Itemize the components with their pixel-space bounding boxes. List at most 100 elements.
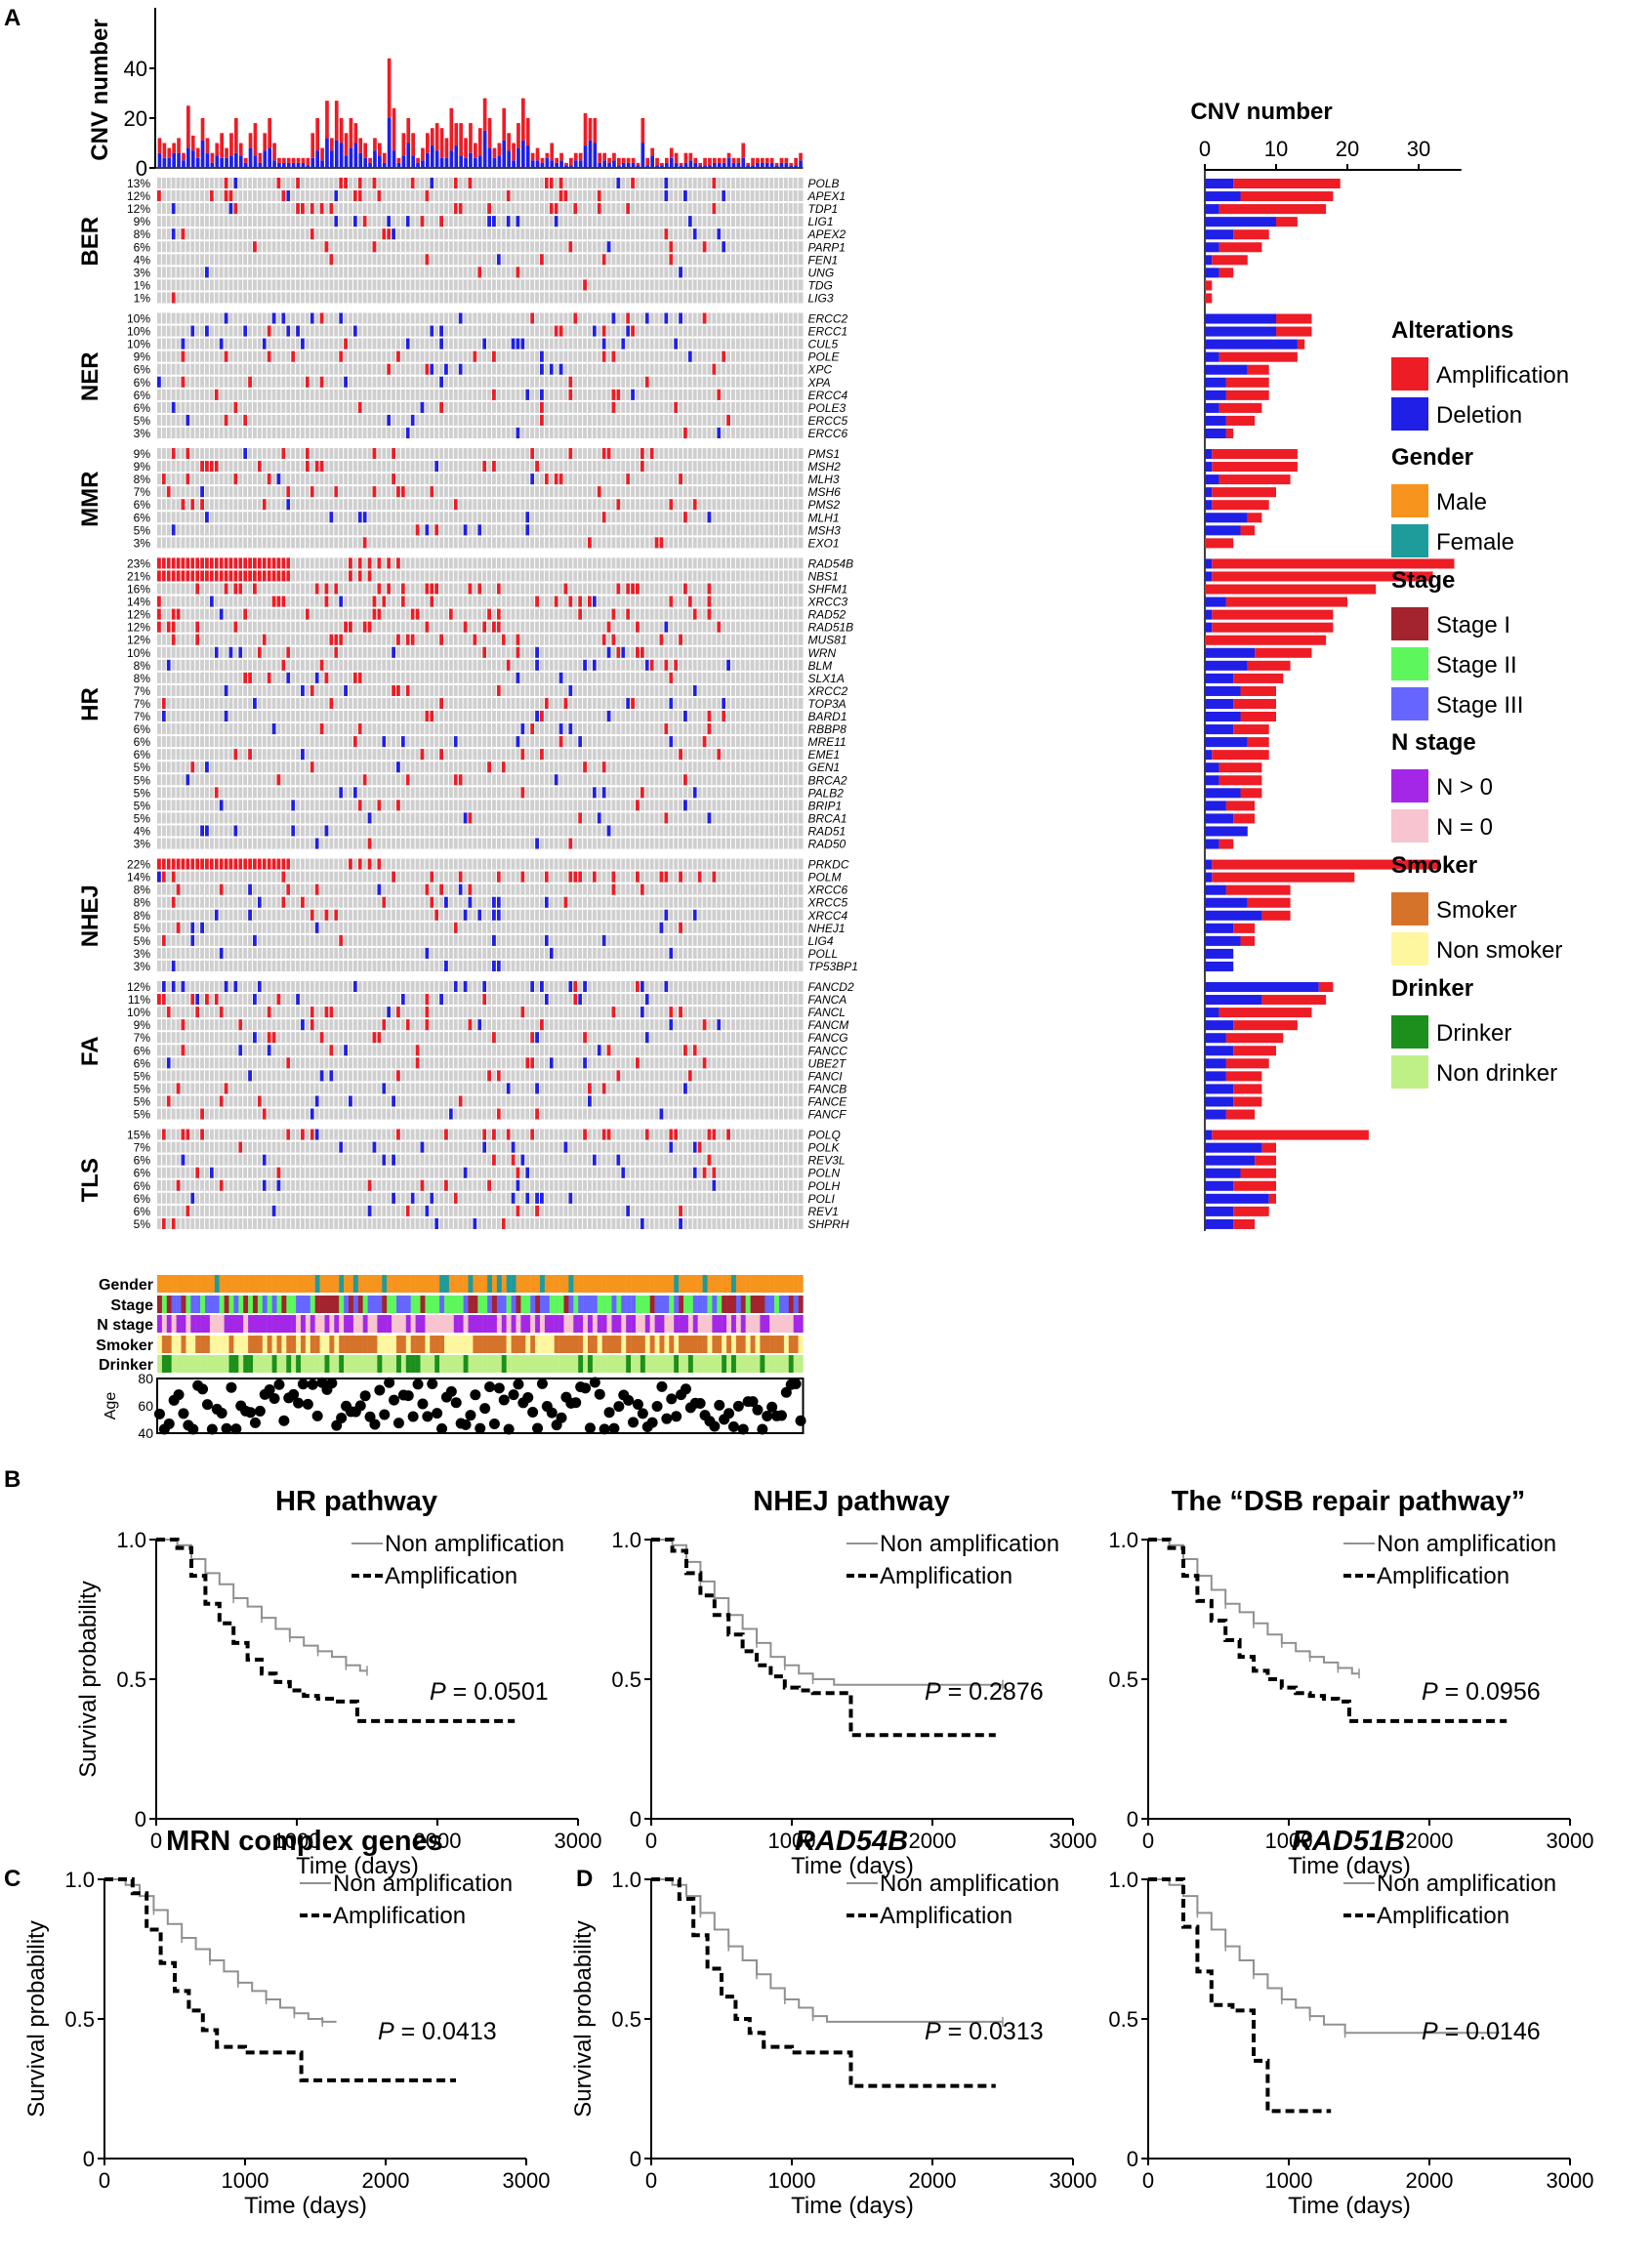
gene-name-label: XRCC4 bbox=[807, 909, 848, 923]
annotation-cell bbox=[291, 1336, 297, 1353]
top-bar-amplification bbox=[789, 162, 794, 166]
annotation-cell bbox=[228, 1296, 234, 1313]
cell-amplification bbox=[606, 621, 611, 633]
annotation-cell bbox=[764, 1296, 770, 1313]
top-bar-amplification bbox=[339, 118, 344, 144]
cell-deletion bbox=[606, 825, 611, 837]
cell-amplification bbox=[324, 1007, 329, 1018]
annotation-cell bbox=[276, 1296, 282, 1313]
cell-amplification bbox=[568, 389, 573, 400]
age-dot bbox=[288, 1388, 300, 1400]
cell-amplification bbox=[535, 1205, 539, 1216]
cell-amplification bbox=[214, 994, 219, 1006]
cell-amplification bbox=[444, 1129, 448, 1140]
age-dot bbox=[594, 1388, 605, 1400]
annotation-cell bbox=[496, 1275, 502, 1293]
cell-amplification bbox=[200, 1108, 204, 1120]
grid-row-background bbox=[157, 608, 804, 620]
cell-deletion bbox=[463, 909, 468, 921]
cell-deletion bbox=[392, 1154, 395, 1166]
cell-deletion bbox=[301, 338, 305, 350]
annotation-cell bbox=[692, 1355, 698, 1373]
cell-amplification bbox=[482, 646, 487, 658]
cell-amplification bbox=[233, 583, 238, 595]
annotation-cell bbox=[267, 1275, 272, 1293]
annotation-cell bbox=[434, 1315, 440, 1333]
cell-deletion bbox=[482, 981, 487, 993]
cell-deletion bbox=[516, 216, 520, 227]
annotation-cell bbox=[697, 1336, 703, 1353]
annotation-cell bbox=[219, 1315, 225, 1333]
age-dot bbox=[359, 1390, 371, 1402]
cell-deletion bbox=[224, 981, 228, 993]
age-dot bbox=[503, 1423, 515, 1435]
top-bar-deletion bbox=[769, 162, 774, 168]
gene-name-label: ERCC6 bbox=[808, 427, 848, 440]
annotation-cell bbox=[415, 1296, 421, 1313]
annotation-cell bbox=[248, 1296, 254, 1313]
top-bar-amplification bbox=[650, 147, 654, 156]
legend-section-title: Stage bbox=[1391, 567, 1455, 594]
cell-deletion bbox=[606, 711, 611, 722]
annotation-cell bbox=[161, 1336, 167, 1353]
annotation-cell bbox=[262, 1355, 268, 1373]
top-bar-deletion bbox=[320, 160, 324, 168]
cell-amplification bbox=[281, 570, 286, 582]
cell-amplification bbox=[482, 1129, 487, 1140]
km-chart-panel-b-dsb: The “DSB repair pathway”0 1000 2000 300000.… bbox=[1108, 1486, 1593, 1879]
cell-deletion bbox=[262, 338, 267, 350]
top-bar-deletion bbox=[569, 165, 573, 168]
cell-amplification bbox=[573, 203, 578, 215]
cell-amplification bbox=[276, 570, 281, 582]
gene-alteration-percent: 10% bbox=[127, 325, 150, 339]
top-bar-deletion bbox=[731, 162, 736, 168]
top-bar-deletion bbox=[640, 143, 645, 168]
top-bar-deletion bbox=[306, 165, 310, 168]
gene-alteration-percent: 5% bbox=[134, 414, 151, 428]
annotation-cell bbox=[253, 1355, 259, 1373]
gene-alteration-percent: 6% bbox=[134, 1192, 151, 1206]
annotation-cell bbox=[372, 1296, 378, 1313]
cell-amplification bbox=[405, 1019, 410, 1031]
annotation-cell bbox=[516, 1275, 521, 1293]
cell-deletion bbox=[506, 1083, 511, 1094]
top-bar-deletion bbox=[210, 162, 215, 168]
cell-deletion bbox=[525, 1167, 530, 1178]
annotation-cell bbox=[722, 1296, 727, 1313]
km-curve-amplification bbox=[156, 1538, 516, 1723]
top-bar-amplification bbox=[679, 162, 683, 166]
cell-amplification bbox=[262, 557, 267, 569]
gene-bar-amplification bbox=[1225, 390, 1269, 400]
gene-alteration-percent: 5% bbox=[134, 1108, 151, 1122]
top-bar-deletion bbox=[325, 138, 329, 168]
gene-name-label: XRCC6 bbox=[807, 884, 848, 897]
top-bar-deletion bbox=[559, 160, 563, 168]
annotation-cell bbox=[296, 1355, 302, 1373]
cell-amplification bbox=[262, 570, 267, 582]
top-bar-amplification bbox=[578, 152, 583, 161]
top-bar-deletion bbox=[353, 143, 358, 168]
annotation-cell bbox=[735, 1336, 741, 1353]
km-legend-non: Non amplification bbox=[333, 1871, 513, 1897]
cell-amplification bbox=[396, 1070, 400, 1082]
legend-swatch bbox=[1391, 809, 1428, 843]
annotation-cell bbox=[224, 1355, 229, 1373]
gene-bar-deletion bbox=[1205, 788, 1241, 799]
age-dot bbox=[293, 1397, 305, 1409]
annotation-cell bbox=[238, 1355, 244, 1373]
cell-amplification bbox=[377, 858, 382, 870]
gene-name-label: SHFM1 bbox=[808, 583, 848, 597]
cell-deletion bbox=[544, 896, 549, 908]
cell-amplification bbox=[636, 981, 640, 993]
cell-amplification bbox=[554, 325, 558, 337]
cell-amplification bbox=[540, 254, 544, 266]
gene-name-label: MSH2 bbox=[808, 460, 842, 473]
annotation-cell bbox=[453, 1296, 459, 1313]
age-dot bbox=[153, 1408, 165, 1420]
annotation-cell bbox=[573, 1296, 579, 1313]
top-bar-deletion bbox=[167, 157, 172, 168]
annotation-cell bbox=[611, 1336, 617, 1353]
gene-bar-deletion bbox=[1205, 1218, 1234, 1229]
annotation-cell bbox=[301, 1336, 307, 1353]
